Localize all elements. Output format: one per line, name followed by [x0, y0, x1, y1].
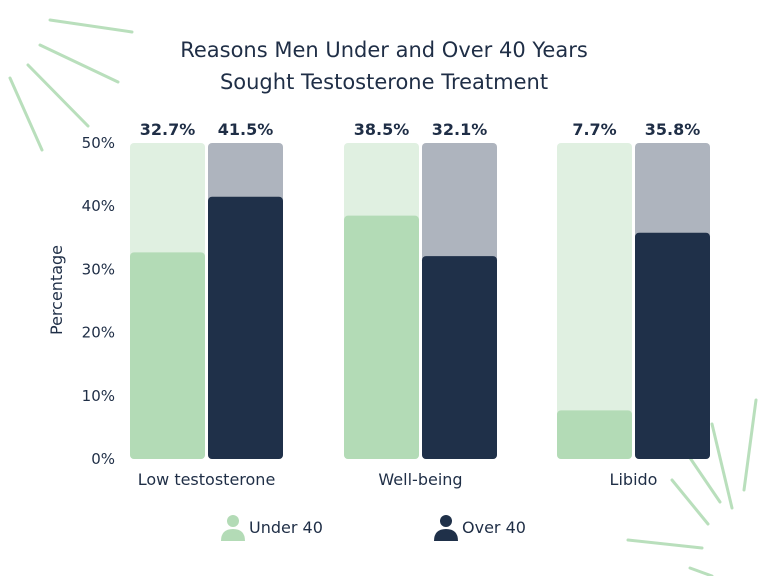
chart-title-line-1: Reasons Men Under and Over 40 Years [180, 38, 588, 62]
y-tick-label: 30% [82, 260, 115, 278]
decorative-ray [688, 566, 714, 576]
legend: Under 40 Over 40 [221, 515, 526, 541]
x-category-label: Libido [610, 470, 658, 489]
legend-label: Under 40 [249, 518, 323, 537]
decorative-ray [742, 398, 758, 492]
y-tick-label: 20% [82, 324, 115, 342]
y-axis-ticks: 0% 10% 20% 30% 40% 50% [82, 134, 115, 468]
data-label: 7.7% [572, 120, 616, 139]
decorative-ray [26, 63, 90, 128]
bar [635, 232, 710, 459]
bar [422, 256, 497, 459]
y-axis-label: Percentage [47, 245, 66, 335]
legend-label: Over 40 [462, 518, 526, 537]
legend-item: Under 40 [221, 515, 323, 541]
bar-track [557, 143, 632, 459]
data-label: 38.5% [354, 120, 410, 139]
y-tick-label: 40% [82, 197, 115, 215]
decorative-ray [670, 478, 710, 526]
decorative-ray [8, 76, 44, 152]
data-label: 35.8% [645, 120, 701, 139]
bar [344, 215, 419, 459]
data-label: 41.5% [218, 120, 274, 139]
y-tick-label: 10% [82, 387, 115, 405]
person-icon [434, 515, 458, 541]
decorative-ray [710, 422, 734, 510]
person-icon [221, 515, 245, 541]
y-tick-label: 0% [91, 450, 115, 468]
y-tick-label: 50% [82, 134, 115, 152]
bar [208, 196, 283, 459]
data-label: 32.7% [140, 120, 196, 139]
data-label: 32.1% [432, 120, 488, 139]
x-category-label: Well-being [378, 470, 462, 489]
decorative-rays [8, 18, 758, 576]
decorative-ray [626, 538, 704, 550]
bar [557, 410, 632, 459]
chart-title-line-2: Sought Testosterone Treatment [220, 70, 548, 94]
decorative-ray [48, 18, 134, 34]
x-category-label: Low testosterone [138, 470, 276, 489]
decorative-ray [684, 450, 722, 504]
decorative-ray [38, 43, 120, 84]
legend-item: Over 40 [434, 515, 526, 541]
bar [130, 252, 205, 459]
bars: 32.7% 41.5% Low testosterone 38.5% 32.1% Well… [130, 120, 710, 489]
